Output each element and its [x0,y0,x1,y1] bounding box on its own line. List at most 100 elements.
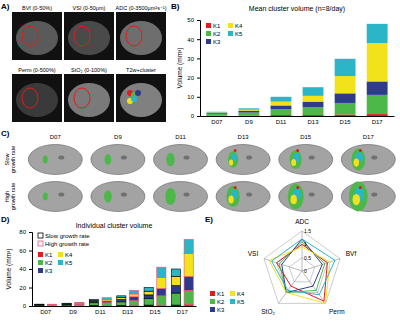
tick-mark [197,78,200,79]
tick-label: 20 [187,75,194,81]
tumor [296,186,299,189]
bar-segment [35,304,44,305]
bar-segment [144,295,153,299]
ventricle [184,156,190,160]
legend-label: K2 [213,31,221,37]
legend-label: K4 [235,23,243,29]
bar-segment [129,300,138,305]
tumor [234,149,237,152]
y-tick: 40 [19,266,32,272]
tile-label: StO₂ (0-100%) [71,67,107,73]
bar-segment [75,302,84,304]
tick-mark [29,288,32,289]
x-tick: D07 [40,306,52,315]
legend-label: K1 [217,291,225,297]
tick-mark [197,58,200,59]
tick-label: 40 [19,266,26,272]
bar-segment [238,113,259,116]
bar-segment [271,109,292,115]
bar-segment [303,102,324,108]
bar-segment [144,288,153,292]
tick-label: 30 [187,56,194,62]
bar-segment [62,305,71,306]
y-tick: 60 [19,248,32,254]
brain [216,182,270,212]
tile-label: T2w+cluster [126,67,156,73]
bar-segment [303,87,324,96]
tile-bg [64,74,114,122]
tile-label: ADC (0-3500μm²s⁻¹) [116,5,167,11]
column-label: D15 [300,134,312,140]
tick-label: 0 [23,303,27,309]
y-tick: 0 [23,303,32,309]
tick-label: D9 [69,309,77,315]
tumor [104,190,112,202]
tick-label: 50 [187,17,194,23]
bar-segment [303,96,324,102]
legend-swatch [38,268,43,273]
cluster-blob [135,90,141,96]
bar-segment [335,103,356,115]
legend-swatch [228,23,233,28]
tumor [43,156,48,164]
chart-title: Individual cluster volume [76,222,153,229]
cluster-blob [131,96,137,102]
panel-d: D)Individual cluster volumeVolume (mm³)0… [1,215,197,315]
tick-label: D07 [40,309,52,315]
y-axis: 020406080 [19,229,32,309]
ventricle [121,156,127,160]
tick-label: D9 [245,119,253,125]
panel-letter: C) [1,129,10,138]
bar-segment [62,305,71,306]
brain [120,83,162,117]
legend-label: K2 [217,299,225,305]
bar-segment [171,286,180,293]
tumor-outline [74,26,90,46]
y-axis: 01020304050 [187,17,200,119]
figure: A)BVf (0-50%)VSI (0-50μm)ADC (0-3500μm²s… [0,0,400,325]
tumor-outline [22,26,38,46]
legend-label: K3 [217,307,225,313]
tumor [291,195,297,205]
brain [341,182,395,212]
tick-label: D17 [372,119,384,125]
bar-segment [62,303,71,304]
grid-ring [264,231,340,303]
column-label: D17 [363,134,375,140]
legend-swatch [206,23,211,28]
legend-label: K5 [237,299,245,305]
tick-label: 10 [187,94,194,100]
tick-label: 60 [19,248,26,254]
tumor [291,159,296,166]
legend-label: High growth rate [45,241,90,247]
y-tick: 80 [19,229,32,235]
bar-segment [89,299,98,301]
x-tick: D13 [122,306,134,315]
legend-label: K4 [237,291,245,297]
image-tile [64,12,114,60]
series-line [272,239,335,295]
tick-label: D07 [211,119,223,125]
tumor [288,184,304,210]
legend-label: K3 [45,268,53,274]
axis-label: StO₂ [261,308,275,315]
tumor [228,196,233,204]
image-tile [116,74,166,122]
image-tile [12,12,62,60]
bar-segment [89,303,98,306]
bar-segment [62,304,71,306]
spoke [302,231,303,271]
bar-segment [75,305,84,306]
tick-label: D11 [276,119,287,125]
tumor [234,186,237,189]
tumor [349,182,368,212]
bars [206,24,387,116]
ventricle [58,156,64,160]
y-tick: 30 [187,56,200,62]
bar-segment [303,107,324,115]
panel-c: C)D07D9D11D13D15D17Slowgrowth rateHighgr… [1,129,395,212]
bar-segment [102,298,111,300]
tick-label: D11 [95,309,106,315]
legend-swatch [38,241,43,246]
x-axis: D07D9D11D13D15D17 [201,116,395,125]
